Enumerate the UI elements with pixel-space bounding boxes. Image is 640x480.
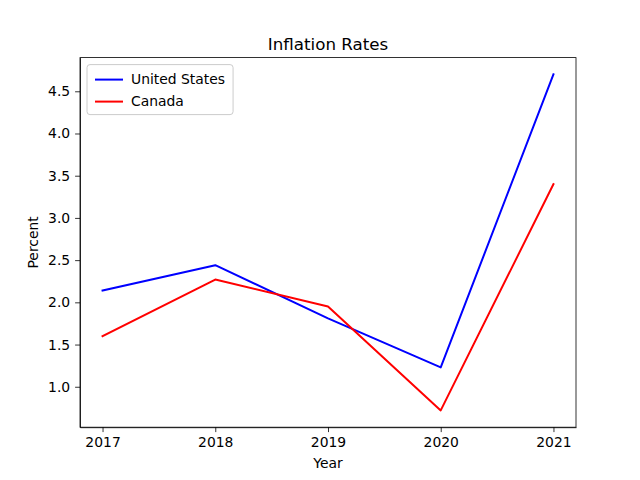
tick-mark bbox=[103, 427, 104, 432]
tick: 2017 bbox=[85, 427, 120, 450]
tick-label: 1.0 bbox=[48, 379, 70, 395]
tick-mark bbox=[75, 133, 80, 134]
plot-frame bbox=[80, 58, 576, 428]
tick-label: 1.5 bbox=[48, 336, 70, 352]
x-axis: 2017 2018 2019 2020 2021 bbox=[81, 427, 577, 450]
tick: 4.5 bbox=[48, 83, 80, 99]
tick: 1.0 bbox=[48, 379, 80, 395]
tick-mark bbox=[441, 427, 442, 432]
tick-mark bbox=[75, 218, 80, 219]
tick-label: 2019 bbox=[311, 434, 346, 450]
tick-mark bbox=[75, 345, 80, 346]
y-axis-title: Percent bbox=[25, 216, 41, 269]
tick-label: 2021 bbox=[536, 434, 571, 450]
series-group bbox=[103, 74, 554, 410]
tick-label: 4.0 bbox=[48, 125, 70, 141]
tick-mark bbox=[75, 176, 80, 177]
tick-mark bbox=[75, 91, 80, 92]
legend-frame bbox=[87, 65, 233, 115]
tick-label: 2.0 bbox=[48, 294, 70, 310]
legend-swatch bbox=[95, 101, 123, 103]
tick: 2.0 bbox=[48, 294, 80, 310]
tick-mark bbox=[553, 427, 554, 432]
legend: United States Canada bbox=[87, 65, 233, 115]
x-axis-title: Year bbox=[312, 455, 343, 471]
legend-label: United States bbox=[131, 71, 225, 87]
tick: 2018 bbox=[198, 427, 233, 450]
tick-label: 2.5 bbox=[48, 252, 70, 268]
tick-label: 2017 bbox=[85, 434, 120, 450]
tick-mark bbox=[75, 302, 80, 303]
tick-label: 3.5 bbox=[48, 168, 70, 184]
tick: 2021 bbox=[536, 427, 571, 450]
tick: 4.0 bbox=[48, 125, 80, 141]
plot-background bbox=[80, 58, 576, 428]
tick-mark bbox=[328, 427, 329, 432]
tick: 3.5 bbox=[48, 168, 80, 184]
tick: 2019 bbox=[311, 427, 346, 450]
chart: 2017 2018 2019 2020 2021 1.0 1.5 2.0 2.5 3.0 3.5 4.… bbox=[0, 0, 640, 480]
chart-title: Inflation Rates bbox=[268, 34, 388, 54]
legend-swatch bbox=[95, 79, 123, 81]
y-axis: 1.0 1.5 2.0 2.5 3.0 3.5 4.0 4.5 bbox=[48, 58, 80, 428]
tick-mark bbox=[75, 387, 80, 388]
tick: 1.5 bbox=[48, 336, 80, 352]
tick-label: 4.5 bbox=[48, 83, 70, 99]
tick: 2.5 bbox=[48, 252, 80, 268]
tick-label: 2020 bbox=[424, 434, 459, 450]
legend-label: Canada bbox=[131, 93, 184, 109]
tick: 3.0 bbox=[48, 210, 80, 226]
tick-mark bbox=[215, 427, 216, 432]
tick: 2020 bbox=[424, 427, 459, 450]
plot-area: 2017 2018 2019 2020 2021 1.0 1.5 2.0 2.5 3.0 3.5 4.… bbox=[48, 58, 576, 450]
series-line bbox=[103, 74, 554, 367]
tick-label: 2018 bbox=[198, 434, 233, 450]
tick-mark bbox=[75, 260, 80, 261]
tick-label: 3.0 bbox=[48, 210, 70, 226]
series-line bbox=[103, 184, 554, 410]
